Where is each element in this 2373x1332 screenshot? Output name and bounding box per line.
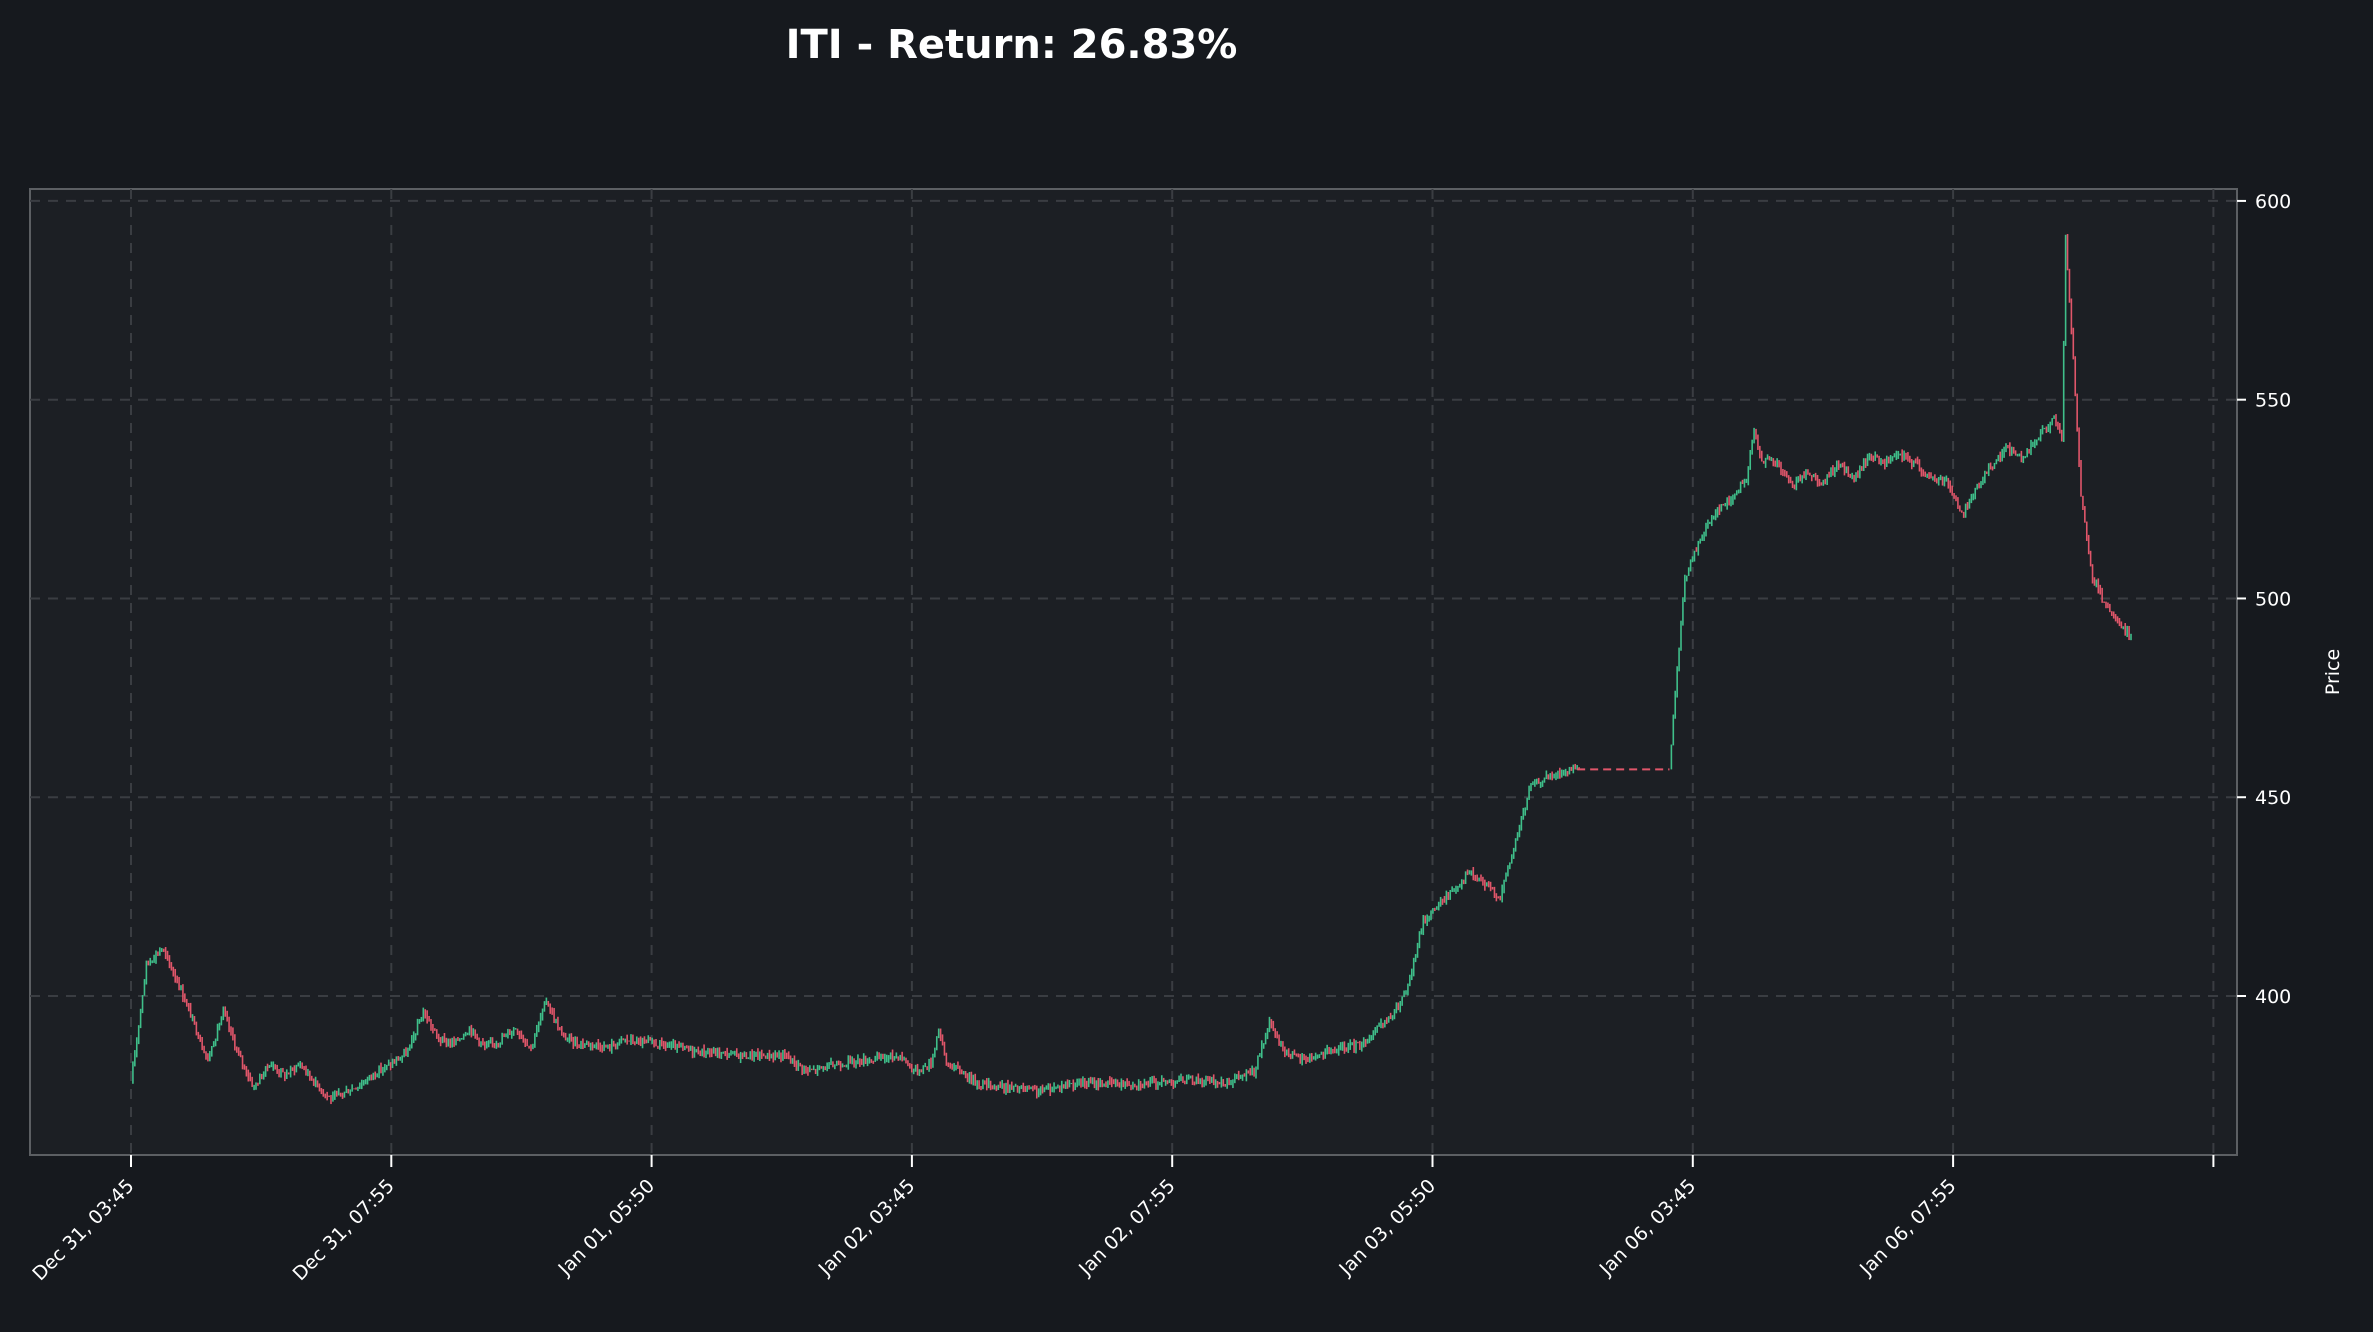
x-tick-label: Jan 06, 03:45 bbox=[1595, 1175, 1701, 1281]
y-tick-label: 400 bbox=[2255, 986, 2291, 1008]
x-tick-label: Dec 31, 03:45 bbox=[28, 1175, 138, 1285]
x-tick-label: Dec 31, 07:55 bbox=[289, 1175, 399, 1285]
chart-title: ITI - Return: 26.83% bbox=[785, 22, 1238, 68]
y-axis: 400 450 500 550 600 bbox=[2237, 191, 2291, 1008]
x-tick-label: Jan 02, 07:55 bbox=[1074, 1175, 1180, 1281]
x-tick-label: Jan 01, 05:50 bbox=[554, 1175, 660, 1281]
y-tick-label: 450 bbox=[2255, 787, 2291, 809]
y-tick-label: 550 bbox=[2255, 390, 2291, 412]
x-tick-label: Jan 02, 03:45 bbox=[814, 1175, 920, 1281]
y-tick-label: 500 bbox=[2255, 588, 2291, 610]
y-tick-label: 600 bbox=[2255, 191, 2291, 213]
grid bbox=[30, 189, 2237, 1155]
candlesticks bbox=[132, 234, 2132, 1105]
x-tick-label: Jan 03, 05:50 bbox=[1334, 1175, 1440, 1281]
plot-area bbox=[29, 188, 2238, 1156]
x-tick-label: Jan 06, 07:55 bbox=[1855, 1175, 1961, 1281]
x-axis: Dec 31, 03:45 Dec 31, 07:55 Jan 01, 05:50 J… bbox=[28, 1155, 2215, 1285]
y-axis-label: Price bbox=[2322, 649, 2344, 695]
